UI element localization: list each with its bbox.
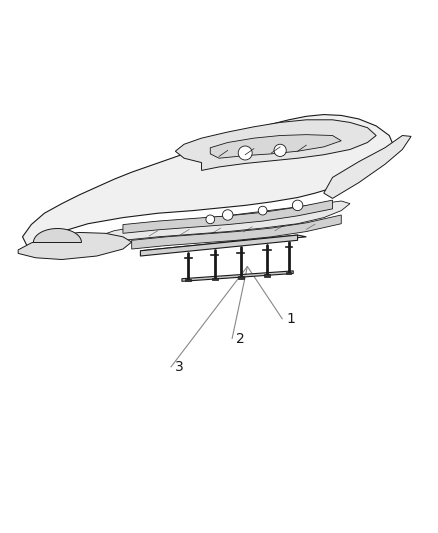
Polygon shape bbox=[141, 235, 297, 256]
Polygon shape bbox=[18, 232, 132, 260]
Circle shape bbox=[274, 144, 286, 157]
Bar bbox=[185, 279, 191, 281]
Circle shape bbox=[292, 200, 303, 211]
Polygon shape bbox=[210, 135, 341, 158]
Polygon shape bbox=[182, 271, 293, 281]
Bar bbox=[286, 272, 291, 274]
Text: 1: 1 bbox=[287, 312, 296, 326]
Circle shape bbox=[258, 206, 267, 215]
Text: 3: 3 bbox=[175, 360, 184, 374]
Circle shape bbox=[223, 210, 233, 220]
Polygon shape bbox=[33, 229, 81, 243]
Circle shape bbox=[206, 215, 215, 224]
Text: 2: 2 bbox=[237, 332, 245, 345]
Polygon shape bbox=[175, 120, 376, 171]
Polygon shape bbox=[141, 235, 306, 253]
Polygon shape bbox=[22, 115, 394, 247]
Polygon shape bbox=[132, 215, 341, 249]
Polygon shape bbox=[123, 200, 332, 233]
Circle shape bbox=[238, 146, 252, 160]
Polygon shape bbox=[324, 135, 411, 198]
Bar bbox=[264, 274, 270, 277]
Bar bbox=[212, 278, 218, 280]
Bar bbox=[238, 276, 244, 279]
Polygon shape bbox=[97, 201, 350, 242]
